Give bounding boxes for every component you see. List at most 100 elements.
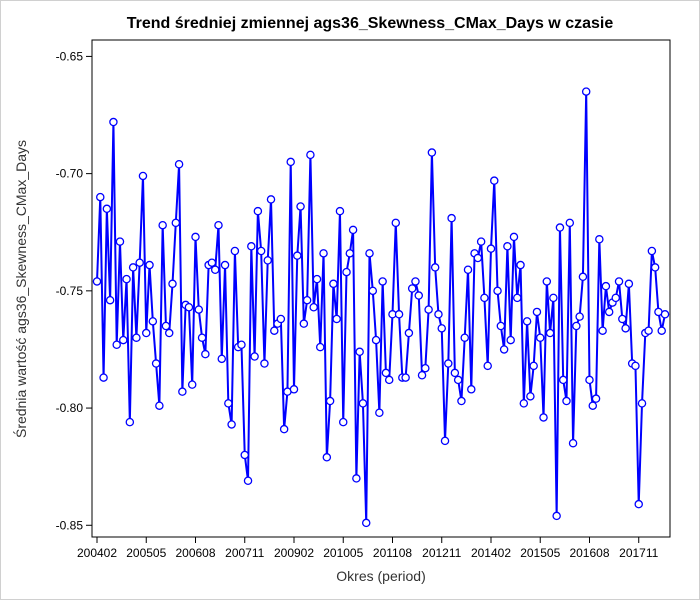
data-point (450, 368, 460, 378)
data-point (634, 499, 643, 509)
data-point (289, 385, 299, 394)
data-point (286, 157, 295, 167)
data-point (437, 324, 446, 333)
data-point (302, 295, 312, 305)
data-point (102, 204, 112, 214)
x-tick-label: 201505 (520, 546, 560, 560)
y-tick-label: -0.70 (56, 167, 84, 181)
data-point (174, 159, 184, 169)
data-point (499, 345, 509, 354)
data-point (99, 373, 108, 382)
data-point (611, 293, 621, 303)
data-point (325, 396, 335, 406)
data-point (164, 328, 174, 338)
data-point (250, 352, 259, 361)
data-point (155, 401, 164, 410)
x-tick-label: 200711 (225, 546, 264, 560)
data-point (309, 302, 318, 312)
y-axis-label: Średnia wartość ags36_Skewness_CMax_Days (12, 140, 29, 438)
data-point (598, 326, 607, 335)
data-point (404, 328, 414, 338)
data-point (568, 438, 578, 448)
data-point (407, 284, 417, 293)
data-point (342, 267, 351, 277)
data-point (178, 387, 187, 396)
data-point (581, 87, 591, 96)
data-point (138, 171, 148, 181)
data-point (112, 340, 121, 350)
data-point (312, 274, 322, 284)
data-point (532, 307, 542, 317)
data-point (322, 453, 332, 462)
data-point (266, 195, 276, 204)
data-point (614, 277, 624, 286)
data-point (187, 380, 197, 389)
chart-title: Trend średniej zmiennej ags36_Skewness_C… (127, 15, 614, 32)
data-point (631, 361, 640, 371)
data-point (122, 274, 131, 284)
data-point (348, 225, 358, 235)
y-tick-label: -0.80 (56, 401, 84, 415)
data-point (279, 424, 289, 434)
data-point (578, 272, 588, 282)
data-point (260, 359, 269, 368)
data-point (375, 408, 384, 417)
data-point (299, 319, 309, 328)
data-point (644, 326, 653, 335)
data-point (240, 450, 249, 460)
data-point (296, 202, 305, 211)
x-tick-label: 201211 (422, 546, 461, 560)
data-point (565, 218, 575, 228)
data-point (539, 413, 548, 422)
data-point (447, 213, 456, 223)
data-point (237, 340, 246, 350)
data-point (384, 375, 394, 385)
data-point (460, 333, 469, 342)
data-point (549, 293, 558, 303)
data-point (210, 265, 220, 274)
data-point (355, 347, 364, 357)
data-point (243, 476, 253, 485)
data-point (335, 206, 345, 216)
data-point (417, 370, 427, 380)
data-point (145, 260, 154, 270)
data-point (263, 256, 272, 265)
data-point (624, 279, 634, 289)
x-axis: 200402 200505 200608 200711 200902 201005 2011… (77, 537, 659, 560)
data-point (535, 333, 545, 342)
data-point (588, 401, 598, 410)
data-point (414, 291, 424, 300)
data-point (513, 293, 522, 303)
data-point (463, 265, 473, 274)
data-point (158, 220, 167, 230)
data-point (151, 359, 161, 368)
data-point (545, 328, 555, 338)
data-point (421, 363, 430, 373)
data-point (191, 232, 200, 242)
x-tick-label: 201402 (471, 546, 511, 560)
data-point (135, 258, 144, 267)
data-point (224, 399, 233, 408)
data-point (476, 237, 486, 246)
data-point (256, 246, 266, 256)
data-point (486, 244, 496, 253)
data-point (542, 277, 552, 286)
data-point (522, 317, 532, 326)
data-point (526, 392, 535, 401)
data-point (503, 242, 512, 251)
y-tick-label: -0.75 (56, 284, 84, 298)
data-point (427, 148, 437, 157)
data-point (637, 399, 647, 408)
data-point (562, 396, 571, 406)
data-point (194, 305, 204, 314)
data-point (660, 310, 670, 319)
x-tick-label: 201108 (373, 546, 412, 560)
data-point (125, 417, 135, 427)
data-point (381, 368, 391, 378)
data-point (316, 342, 325, 352)
data-point (197, 333, 207, 342)
plot-area-border (91, 39, 671, 538)
data-point (444, 359, 453, 368)
data-point (115, 237, 125, 246)
